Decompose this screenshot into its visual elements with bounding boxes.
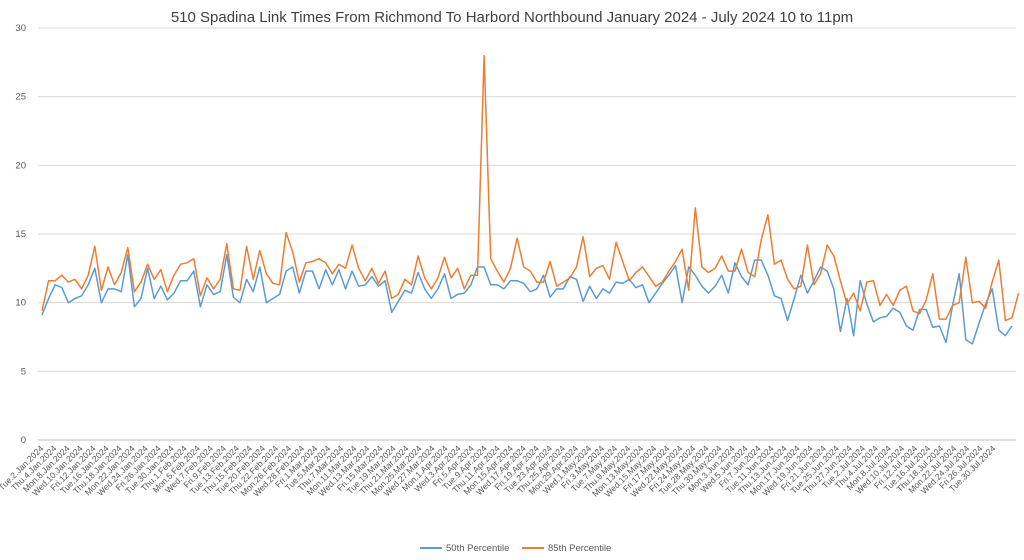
y-tick-label: 0: [21, 435, 26, 446]
x-axis-ticks: Tue.2.Jan.2024Thu.4.Jan.2024Mon.8.Jan.20…: [0, 443, 998, 499]
y-tick-label: 25: [15, 92, 26, 103]
legend-label: 50th Percentile: [446, 543, 509, 554]
y-tick-label: 15: [15, 229, 26, 240]
series-lines: [41, 54, 1020, 345]
y-tick-label: 5: [21, 366, 26, 377]
y-tick-label: 10: [15, 298, 26, 309]
y-tick-label: 20: [15, 160, 26, 171]
legend: 50th Percentile 85th Percentile: [420, 543, 611, 554]
series-line-p85: [41, 54, 1020, 322]
gridlines: [38, 27, 1016, 441]
chart-title: 510 Spadina Link Times From Richmond To …: [171, 9, 853, 26]
series-line-p50: [41, 253, 1013, 345]
y-tick-label: 30: [15, 23, 26, 34]
y-axis-ticks: 0 5 10 15 20 25 30: [15, 23, 26, 446]
legend-label: 85th Percentile: [548, 543, 611, 554]
